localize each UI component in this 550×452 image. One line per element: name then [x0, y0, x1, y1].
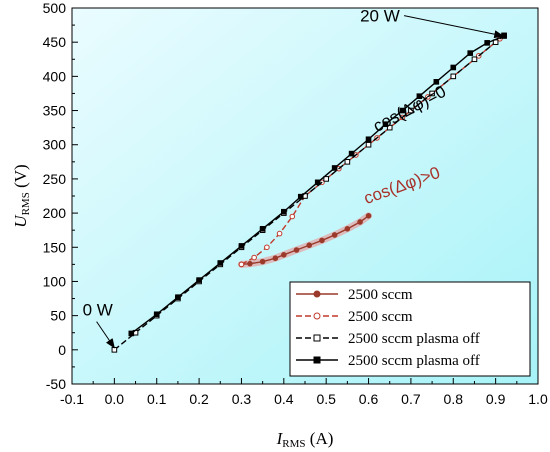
- data-point: [153, 311, 160, 318]
- data-point: [399, 107, 406, 114]
- y-tick-label: 450: [43, 34, 67, 50]
- x-tick-label: 0.8: [444, 391, 464, 407]
- legend-entry: 2500 sccm plasma off: [296, 353, 480, 369]
- data-point: [484, 40, 490, 46]
- data-point: [111, 347, 118, 353]
- x-tick-label: 0.3: [232, 391, 252, 407]
- data-point: [416, 93, 423, 99]
- data-point: [348, 150, 355, 157]
- legend-label: 2500 sccm plasma off: [348, 331, 480, 347]
- legend-entry: 2500 sccm plasma off: [296, 331, 480, 347]
- x-tick-label: 0.2: [189, 391, 209, 407]
- data-point: [247, 260, 253, 267]
- series-line: [113, 34, 505, 351]
- data-point: [429, 90, 435, 97]
- y-tick-label: 400: [43, 68, 67, 84]
- data-point: [272, 255, 279, 262]
- annotation-label: 0 W: [83, 301, 113, 320]
- data-point: [344, 226, 351, 232]
- data-point: [331, 165, 338, 171]
- legend-entry: 2500 sccm: [296, 309, 413, 325]
- data-point: [281, 208, 287, 215]
- data-point: [382, 121, 389, 128]
- data-point: [289, 213, 296, 220]
- series-3: [128, 33, 507, 337]
- data-point: [281, 251, 287, 258]
- x-axis-ticks: -0.1 0.0 0.1 0.2 0.3 0.4 0.5 0.6 0.7 0.8 0.9 1.0: [60, 378, 548, 407]
- data-point: [251, 254, 257, 261]
- legend-swatch-marker: [313, 356, 321, 364]
- data-point: [467, 50, 474, 56]
- data-point: [319, 237, 325, 244]
- data-point: [276, 230, 283, 237]
- y-tick-label: 50: [50, 308, 66, 324]
- data-point: [293, 247, 300, 253]
- x-tick-label: 0.7: [401, 391, 421, 407]
- data-point: [264, 244, 270, 251]
- data-point: [450, 64, 457, 71]
- y-tick-label: 250: [43, 171, 67, 187]
- legend-swatch-marker: [313, 312, 321, 320]
- annotation-label: 20 W: [360, 7, 400, 26]
- data-point: [365, 136, 372, 143]
- legend-entry: 2500 sccm: [296, 287, 413, 303]
- y-tick-label: 100: [43, 273, 67, 289]
- data-point: [386, 124, 393, 131]
- annotation-arrow: [403, 15, 505, 39]
- legend-label: 2500 sccm: [348, 309, 413, 325]
- y-tick-label: 300: [43, 137, 67, 153]
- x-tick-label: 1.0: [528, 391, 548, 407]
- series-layer: [111, 32, 507, 353]
- y-tick-label: 200: [43, 205, 67, 221]
- y-tick-label: 0: [58, 342, 66, 358]
- annotation-arrow: [96, 321, 115, 349]
- legend-label: 2500 sccm plasma off: [348, 353, 480, 369]
- x-tick-label: 0.0: [105, 391, 125, 407]
- data-point: [471, 56, 478, 63]
- y-tick-label: 350: [43, 103, 67, 119]
- data-point: [128, 330, 135, 337]
- x-tick-label: 0.4: [274, 391, 294, 407]
- x-tick-label: 0.6: [359, 391, 379, 407]
- data-point: [238, 261, 245, 268]
- y-tick-label: -50: [46, 376, 66, 392]
- data-point: [365, 141, 372, 148]
- data-point: [314, 179, 321, 186]
- y-axis-ticks: -50 0 50 100 150 200 250 300 350 400 450 500: [43, 0, 78, 392]
- legend-swatch-marker: [313, 290, 321, 298]
- data-point: [331, 232, 338, 238]
- data-point: [306, 242, 313, 249]
- x-tick-label: 0.5: [316, 391, 336, 407]
- y-tick-label: 150: [43, 239, 67, 255]
- y-tick-label: 500: [43, 0, 67, 16]
- data-point: [433, 79, 440, 85]
- data-point: [408, 107, 414, 114]
- data-point: [365, 213, 372, 219]
- data-point: [217, 260, 224, 266]
- data-point: [259, 258, 266, 265]
- legend-swatch-marker: [313, 334, 321, 342]
- data-point: [450, 73, 457, 80]
- x-axis-title: IRMS (A): [276, 429, 334, 450]
- data-point: [175, 294, 181, 300]
- data-point: [297, 193, 304, 200]
- data-point: [357, 219, 363, 225]
- x-tick-label: 0.9: [486, 391, 506, 407]
- x-tick-label: -0.1: [60, 391, 84, 407]
- legend-label: 2500 sccm: [348, 287, 413, 303]
- x-tick-label: 0.1: [147, 391, 167, 407]
- data-point: [238, 243, 245, 249]
- data-point: [344, 159, 351, 165]
- data-point: [323, 176, 329, 182]
- y-axis-title: URMS (V): [11, 164, 32, 227]
- data-point: [259, 226, 266, 232]
- data-point: [196, 277, 202, 283]
- legend: 2500 sccm 2500 sccm 2500 sccm plasma off 25…: [289, 281, 531, 377]
